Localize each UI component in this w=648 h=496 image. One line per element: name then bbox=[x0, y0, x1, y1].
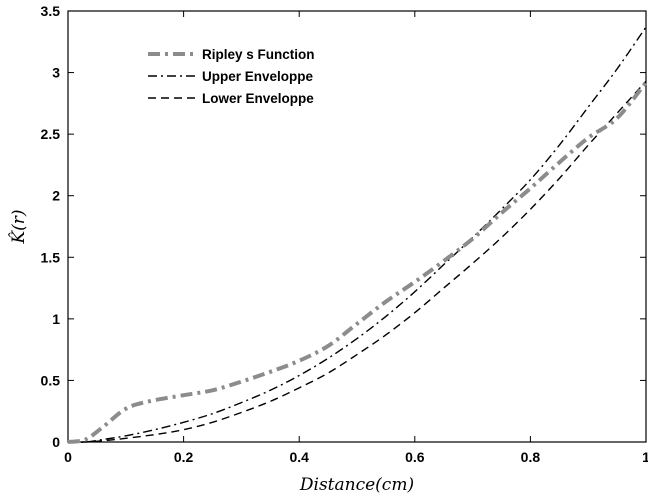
x-tick-label: 0.4 bbox=[289, 449, 309, 465]
x-tick-label: 0.6 bbox=[405, 449, 425, 465]
y-tick-label: 1.5 bbox=[41, 249, 61, 265]
x-axis-ticks: 0 0.2 0.4 0.6 0.8 1 bbox=[64, 11, 648, 465]
x-tick-label: 0 bbox=[64, 449, 72, 465]
y-tick-label: 3.5 bbox=[41, 3, 61, 19]
x-tick-label: 1 bbox=[642, 449, 648, 465]
series-line-upper-envelope bbox=[67, 26, 647, 443]
y-tick-label: 0 bbox=[52, 434, 60, 450]
x-tick-label: 0.2 bbox=[174, 449, 194, 465]
series-line-ripley-s-function bbox=[67, 81, 648, 444]
series-line-lower-envelope bbox=[67, 80, 647, 443]
x-axis-label: Distance(cm) bbox=[299, 475, 414, 495]
y-tick-label: 2 bbox=[52, 188, 60, 204]
legend-entry: Ripley s Function bbox=[202, 47, 315, 62]
y-tick-label: 0.5 bbox=[41, 372, 61, 388]
legend-entry: Lower Enveloppe bbox=[202, 91, 314, 106]
legend-entry: Upper Enveloppe bbox=[202, 69, 314, 84]
y-tick-label: 1 bbox=[52, 311, 60, 327]
y-tick-label: 2.5 bbox=[41, 126, 61, 142]
y-tick-label: 3 bbox=[52, 65, 60, 81]
series-layer bbox=[67, 26, 648, 444]
y-axis-ticks: 0 0.5 1 1.5 2 2.5 3 3.5 bbox=[41, 3, 646, 450]
y-axis-label: K̂(r) bbox=[9, 209, 29, 244]
x-tick-label: 0.8 bbox=[521, 449, 541, 465]
legend: Ripley s Function Upper Enveloppe Lower En… bbox=[142, 40, 364, 114]
